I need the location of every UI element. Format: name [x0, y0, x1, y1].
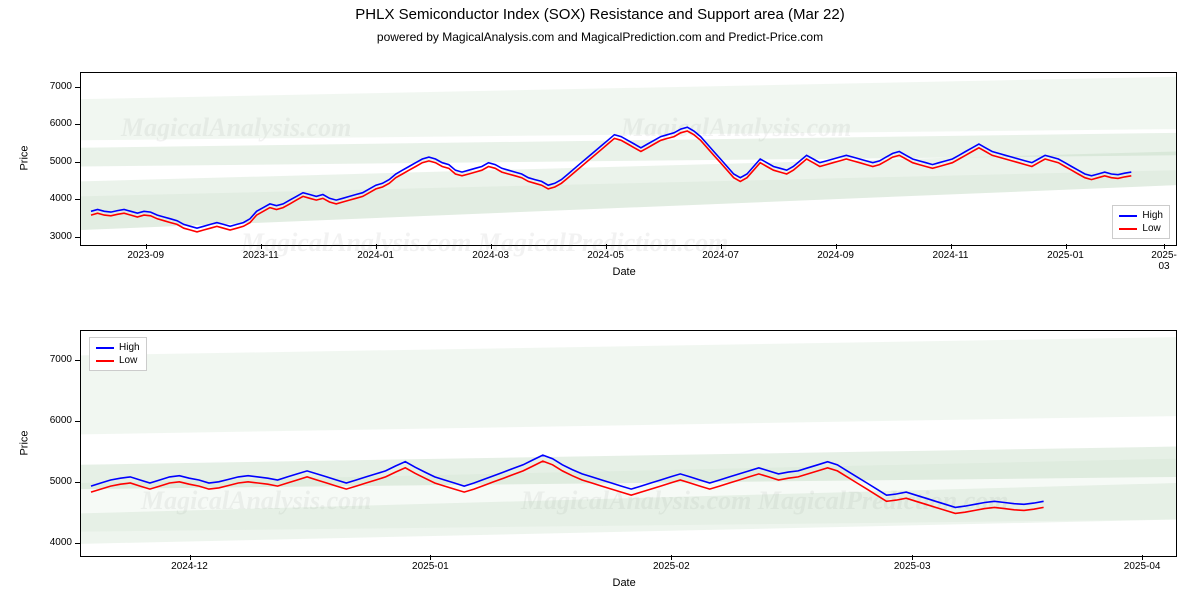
x-tick-mark [951, 244, 952, 249]
legend-row-low: Low [96, 354, 140, 367]
y-tick-label: 5000 [32, 476, 72, 487]
x-tick-mark [671, 555, 672, 560]
y-tick-label: 3000 [32, 231, 72, 242]
x-tick-mark [261, 244, 262, 249]
x-tick-label: 2023-11 [243, 250, 279, 261]
x-tick-label: 2024-05 [587, 250, 624, 261]
chart-panel-1: MagicalAnalysis.comMagicalAnalysis.comMa… [80, 72, 1177, 246]
x-tick-label: 2024-03 [472, 250, 509, 261]
chart-svg-1 [81, 73, 1176, 245]
x-tick-label: 2025-03 [1146, 250, 1182, 272]
x-tick-mark [190, 555, 191, 560]
x-tick-mark [1142, 555, 1143, 560]
chart-panel-2: MagicalAnalysis.com MagicalAnalysis.com M… [80, 330, 1177, 557]
chart-svg-2 [81, 331, 1176, 556]
watermark: MagicalAnalysis.com MagicalPrediction.co… [521, 486, 1008, 516]
y-tick-label: 5000 [32, 156, 72, 167]
y-axis-label: Price [19, 430, 31, 455]
legend-row-high: High [1119, 209, 1163, 222]
x-tick-label: 2025-01 [1047, 250, 1084, 261]
legend-row-high: High [96, 341, 140, 354]
support-resistance-band [81, 337, 1176, 434]
x-tick-label: 2025-01 [412, 561, 449, 572]
x-tick-label: 2024-01 [357, 250, 394, 261]
y-tick-label: 7000 [32, 354, 72, 365]
legend-swatch [1119, 215, 1137, 217]
chart-title: PHLX Semiconductor Index (SOX) Resistanc… [0, 6, 1200, 23]
x-tick-mark [606, 244, 607, 249]
x-tick-label: 2023-09 [127, 250, 164, 261]
chart-subtitle: powered by MagicalAnalysis.com and Magic… [0, 30, 1200, 44]
x-tick-mark [1164, 244, 1165, 249]
y-tick-mark [75, 162, 80, 163]
legend-swatch [96, 360, 114, 362]
watermark: MagicalAnalysis.com [141, 486, 371, 516]
high-line [91, 127, 1131, 228]
y-tick-mark [75, 543, 80, 544]
y-tick-mark [75, 360, 80, 361]
x-tick-mark [146, 244, 147, 249]
x-axis-label: Date [613, 266, 636, 278]
watermark: MagicalAnalysis.com [621, 113, 851, 143]
x-tick-mark [491, 244, 492, 249]
high-line [91, 455, 1044, 507]
x-tick-mark [376, 244, 377, 249]
x-tick-label: 2024-11 [933, 250, 969, 261]
watermark: MagicalAnalysis.com [121, 113, 351, 143]
y-tick-mark [75, 124, 80, 125]
legend-label: Low [119, 355, 137, 366]
y-tick-label: 4000 [32, 193, 72, 204]
legend-label: High [1142, 210, 1163, 221]
x-tick-mark [721, 244, 722, 249]
support-resistance-band [81, 459, 1176, 532]
y-tick-mark [75, 482, 80, 483]
legend-label: Low [1142, 223, 1160, 234]
y-tick-mark [75, 199, 80, 200]
y-tick-mark [75, 237, 80, 238]
x-axis-label: Date [613, 577, 636, 589]
x-tick-mark [1066, 244, 1067, 249]
legend-label: High [119, 342, 140, 353]
y-tick-label: 7000 [32, 81, 72, 92]
legend: High Low [89, 337, 147, 371]
x-tick-label: 2024-07 [702, 250, 739, 261]
y-tick-label: 6000 [32, 415, 72, 426]
y-tick-label: 4000 [32, 537, 72, 548]
legend-swatch [1119, 228, 1137, 230]
x-tick-label: 2025-02 [653, 561, 690, 572]
support-resistance-band [81, 77, 1176, 141]
y-axis-label: Price [19, 145, 31, 170]
x-tick-mark [836, 244, 837, 249]
y-tick-mark [75, 87, 80, 88]
x-tick-label: 2024-09 [817, 250, 854, 261]
legend: High Low [1112, 205, 1170, 239]
x-tick-label: 2025-04 [1124, 561, 1161, 572]
y-tick-mark [75, 421, 80, 422]
y-tick-label: 6000 [32, 118, 72, 129]
support-resistance-band [81, 483, 1176, 544]
low-line [91, 461, 1044, 513]
legend-row-low: Low [1119, 222, 1163, 235]
x-tick-label: 2024-12 [171, 561, 208, 572]
low-line [91, 131, 1131, 232]
x-tick-label: 2025-03 [894, 561, 931, 572]
x-tick-mark [912, 555, 913, 560]
legend-swatch [96, 347, 114, 349]
x-tick-mark [430, 555, 431, 560]
support-resistance-band [81, 133, 1176, 167]
